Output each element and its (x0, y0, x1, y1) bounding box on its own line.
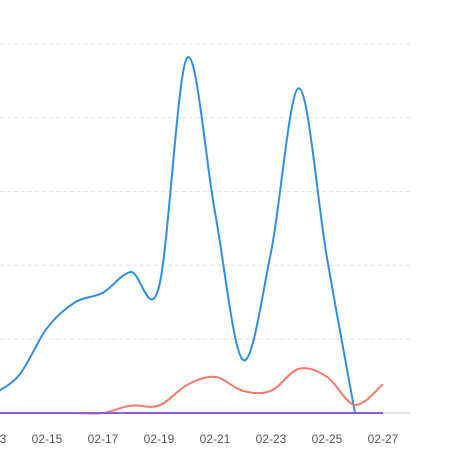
x-tick-label: 02-21 (200, 432, 231, 446)
x-tick-label: 02-13 (0, 432, 7, 446)
series-line (0, 56, 356, 414)
series-line (0, 367, 384, 415)
x-tick-label: 02-25 (312, 432, 343, 446)
x-tick-label: 02-17 (88, 432, 119, 446)
x-tick-label: 02-23 (256, 432, 287, 446)
x-tick-label: 02-27 (368, 432, 399, 446)
x-tick-label: 02-19 (144, 432, 175, 446)
x-tick-label: 02-15 (32, 432, 63, 446)
